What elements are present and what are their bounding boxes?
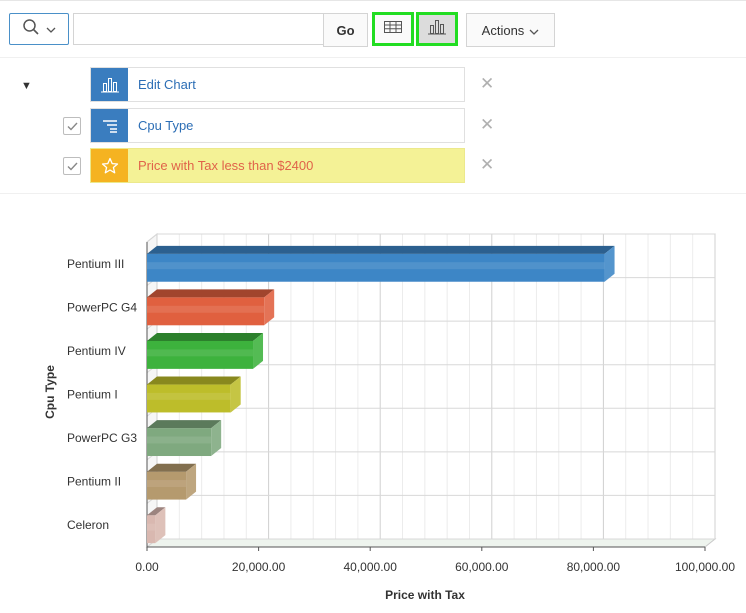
remove-group-by-icon[interactable]: ✕: [480, 115, 495, 135]
category-label: Pentium IV: [67, 344, 126, 358]
actions-menu-button[interactable]: Actions: [466, 13, 555, 47]
highlight-filter-label: Price with Tax less than $2400: [138, 158, 314, 173]
bar-pentium-iv[interactable]: [147, 332, 264, 369]
x-axis-title: Price with Tax: [385, 588, 465, 602]
bar-pentium-iii[interactable]: [147, 245, 615, 282]
bar-gloss: [147, 305, 265, 313]
bar-chart-icon: [428, 19, 446, 40]
group-by-icon: [91, 109, 128, 142]
x-tick-label: 40,000.00: [344, 560, 398, 574]
bar-top: [147, 289, 275, 298]
bar-gloss: [147, 349, 254, 357]
bar-chart-icon: [91, 68, 128, 101]
bar-end: [253, 332, 264, 369]
bar-end: [186, 463, 197, 500]
category-label: PowerPC G3: [67, 431, 137, 445]
bar-gloss: [147, 480, 187, 488]
top-border: [0, 0, 746, 1]
group-by-row[interactable]: Cpu Type: [90, 108, 465, 143]
chevron-down-icon: [529, 23, 539, 38]
edit-chart-label: Edit Chart: [138, 77, 196, 92]
bar-pentium-i[interactable]: [147, 376, 241, 413]
view-report-button[interactable]: [372, 12, 414, 46]
chart-floor: [145, 538, 717, 548]
bar-powerpc-g4[interactable]: [147, 289, 275, 326]
gridline-row-side: [146, 233, 158, 243]
search-input[interactable]: [73, 13, 324, 45]
star-icon: [91, 149, 128, 182]
view-chart-button[interactable]: [416, 12, 458, 46]
x-tick-label: 100,000.00: [675, 560, 735, 574]
collapse-triangle-icon[interactable]: ▼: [21, 80, 32, 92]
bar-pentium-ii[interactable]: [147, 463, 197, 500]
group-by-label: Cpu Type: [138, 118, 194, 133]
category-label: Pentium II: [67, 475, 121, 489]
bar-celeron[interactable]: [147, 507, 166, 544]
bar-top: [147, 463, 197, 472]
bar-end: [211, 420, 222, 457]
bar-top: [147, 245, 615, 254]
category-label: PowerPC G4: [67, 300, 137, 314]
remove-chart-icon[interactable]: ✕: [480, 74, 495, 94]
bar-gloss: [147, 262, 605, 270]
divider: [0, 193, 746, 194]
bar-top: [147, 376, 241, 385]
category-label: Celeron: [67, 518, 109, 532]
grid-icon: [384, 20, 402, 38]
group-by-checkbox[interactable]: [63, 117, 81, 135]
price-bar-chart: 0.00 20,000.00 40,000.00 60,000.00 80,000.00…: [43, 232, 735, 602]
bar-end: [230, 376, 241, 413]
x-tick-label: 80,000.00: [567, 560, 621, 574]
bar-end: [155, 507, 166, 544]
actions-label: Actions: [481, 22, 525, 38]
bar-end: [604, 245, 615, 282]
chevron-down-icon: [46, 20, 56, 38]
category-label: Pentium I: [67, 388, 118, 402]
y-axis-title: Cpu Type: [43, 365, 57, 419]
bar-gloss: [147, 436, 212, 444]
chart-back-wall: [156, 233, 716, 540]
highlight-filter-row[interactable]: Price with Tax less than $2400: [90, 148, 465, 183]
remove-filter-icon[interactable]: ✕: [480, 155, 495, 175]
filter-checkbox[interactable]: [63, 157, 81, 175]
bar-top: [147, 332, 264, 341]
divider: [0, 57, 746, 58]
bar-top: [147, 507, 166, 516]
x-tick-label: 20,000.00: [232, 560, 286, 574]
edit-chart-row[interactable]: Edit Chart: [90, 67, 465, 102]
go-button[interactable]: Go: [323, 13, 368, 47]
search-column-button[interactable]: [9, 13, 69, 45]
search-icon: [22, 18, 40, 41]
bar-powerpc-g3[interactable]: [147, 420, 222, 457]
category-label: Pentium III: [67, 257, 124, 271]
bar-gloss: [147, 392, 231, 400]
bar-top: [147, 420, 222, 429]
x-tick-label: 0.00: [135, 560, 159, 574]
bar-gloss: [147, 523, 156, 531]
bar-end: [264, 289, 275, 326]
x-tick-label: 60,000.00: [455, 560, 509, 574]
